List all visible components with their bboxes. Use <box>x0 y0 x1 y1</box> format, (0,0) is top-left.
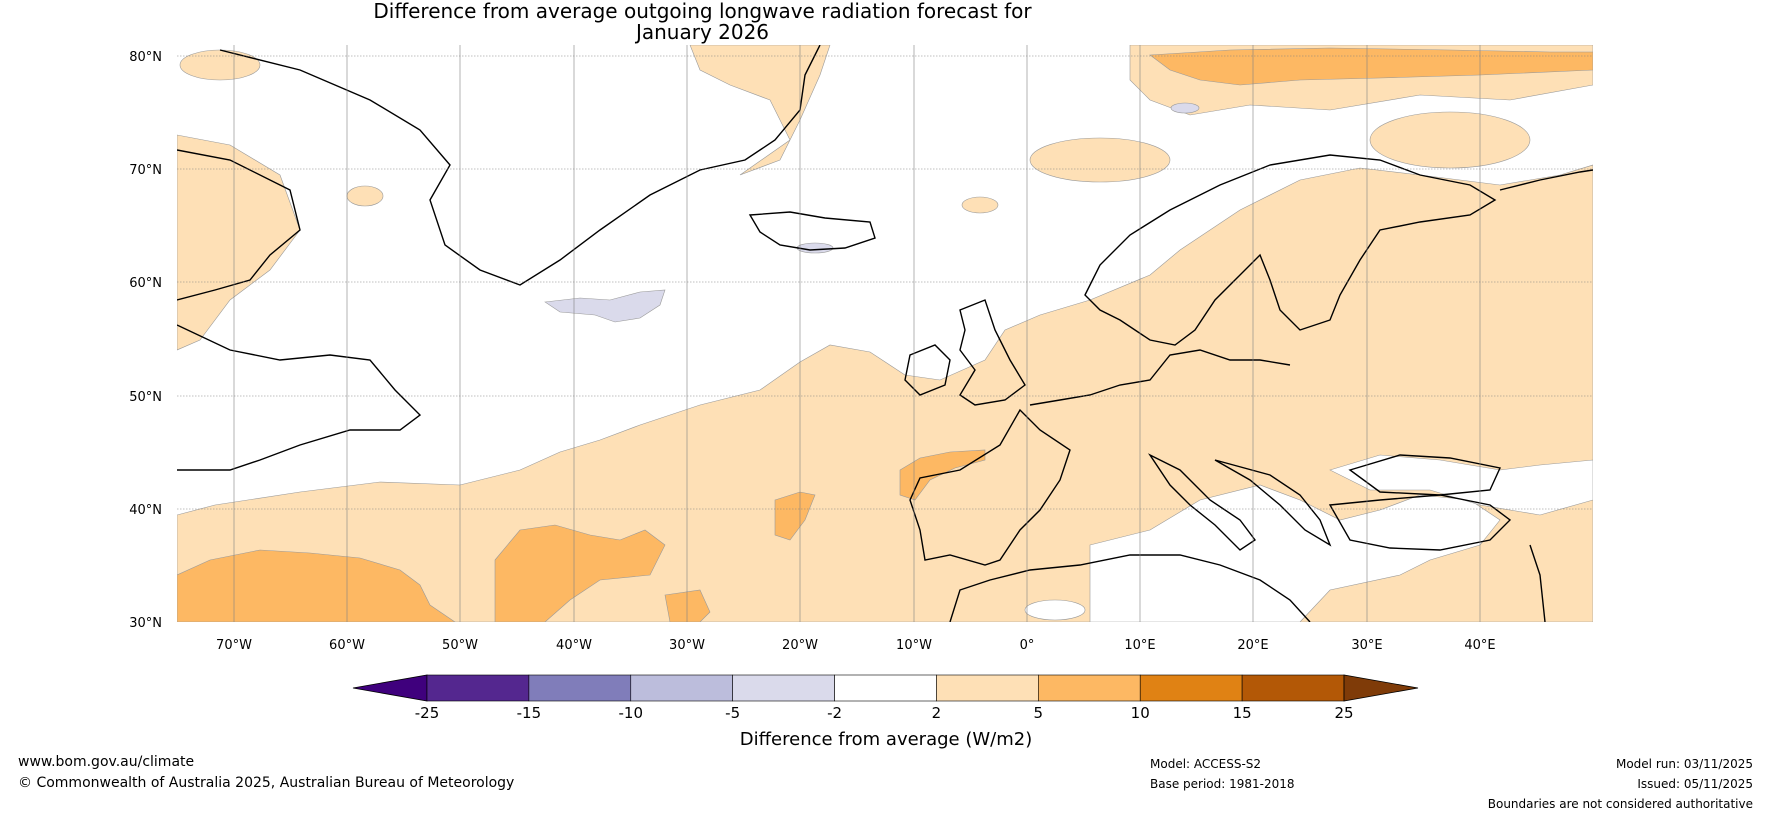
coast-labrador <box>177 324 422 471</box>
anomaly-strong-barents <box>1149 47 1593 86</box>
coast-scandinavia <box>1084 154 1497 346</box>
coast-iberia <box>909 408 1071 566</box>
longitude-labels: 70°W 60°W 50°W 40°W 30°W 20°W 10°W 0° 10… <box>216 638 1496 653</box>
colorbar-tick-label: -2 <box>827 704 842 722</box>
anomaly-strong-cell-south <box>664 589 711 622</box>
footer-model-run: Model run: 03/11/2025 <box>1615 757 1753 771</box>
graticule <box>177 45 1593 622</box>
map-area <box>177 45 1593 622</box>
colorbar-segment <box>834 674 937 702</box>
coast-iceland <box>748 211 876 251</box>
colorbar-segment <box>732 674 835 702</box>
colorbar-tick-label: 25 <box>1334 704 1353 722</box>
anomaly-cell-central-atlantic <box>961 196 999 214</box>
lat-label-40: 40°N <box>129 503 162 518</box>
lon-label-10e: 10°E <box>1124 638 1155 653</box>
coast-italy <box>1147 453 1257 551</box>
footer-model: Model: ACCESS-S2 <box>1150 757 1262 771</box>
coast-black-sea <box>1348 454 1502 496</box>
anomaly-greenland-east <box>689 45 831 176</box>
anomaly-cell-nw-greenland <box>179 49 261 81</box>
anomaly-baffin <box>177 134 301 351</box>
lat-label-70: 70°N <box>129 163 162 178</box>
lat-label-60: 60°N <box>129 276 162 291</box>
colorbar-extend-high <box>1343 674 1419 702</box>
lon-label-10w: 10°W <box>896 638 932 653</box>
colorbar-tick-label: 10 <box>1131 704 1150 722</box>
coast-greenland <box>219 45 821 286</box>
colorbar-segment <box>426 674 530 702</box>
coast-europe-west <box>1029 349 1291 406</box>
coast-russia-north <box>1499 169 1593 191</box>
colorbar-segment <box>1241 674 1345 702</box>
lon-label-70w: 70°W <box>216 638 252 653</box>
coastlines <box>177 45 1593 622</box>
coast-turkey <box>1328 494 1512 551</box>
footer-url: www.bom.gov.au/climate <box>18 754 195 770</box>
anomaly-neg-cell-iceland <box>796 242 834 254</box>
lon-label-30w: 30°W <box>669 638 705 653</box>
colorbar-tick-labels: -25 -15 -10 -5 -2 2 5 10 15 25 <box>415 704 1354 722</box>
coast-north-africa <box>949 554 1311 622</box>
lon-label-20e: 20°E <box>1237 638 1268 653</box>
anomaly-strong-sw-atlantic <box>177 549 456 622</box>
lon-label-50w: 50°W <box>442 638 478 653</box>
coast-baffin <box>177 149 301 301</box>
footer-base-period: Base period: 1981-2018 <box>1150 777 1295 791</box>
coast-ireland <box>904 344 951 396</box>
anomaly-neg-regions <box>544 102 1200 323</box>
colorbar-tick-label: 5 <box>1034 704 1044 722</box>
lon-label-40w: 40°W <box>556 638 592 653</box>
title-line-1: Difference from average outgoing longwav… <box>373 0 1032 23</box>
colorbar-tick-label: -10 <box>619 704 644 722</box>
colorbar-tick-label: -15 <box>517 704 542 722</box>
title-line-2: January 2026 <box>635 20 770 44</box>
neutral-black-sea <box>1329 454 1593 516</box>
anomaly-5-to-10-regions <box>177 47 1593 622</box>
colorbar-extend-low <box>352 674 428 702</box>
latitude-labels: 80°N 70°N 60°N 50°N 40°N 30°N <box>129 50 162 631</box>
lon-label-40e: 40°E <box>1464 638 1495 653</box>
anomaly-neg-atlantic <box>544 289 666 323</box>
anomaly-neutral-holes <box>1024 454 1593 622</box>
colorbar-title: Difference from average (W/m2) <box>740 729 1032 750</box>
colorbar-segment <box>528 674 632 702</box>
anomaly-neg-cell-norwegian <box>1170 102 1200 114</box>
colorbar-tick-label: 15 <box>1233 704 1252 722</box>
neutral-cell-algeria <box>1024 599 1086 621</box>
lat-label-50: 50°N <box>129 390 162 405</box>
colorbar-segments <box>426 674 1345 702</box>
anomaly-strong-mid-atlantic <box>494 524 666 622</box>
anomaly-cell-barents <box>1369 111 1531 169</box>
coast-britain <box>959 299 1026 406</box>
coast-balkans <box>1214 459 1332 547</box>
colorbar-tick-label: -5 <box>725 704 740 722</box>
coast-levant <box>1529 544 1546 622</box>
colorbar-segment <box>936 674 1039 702</box>
colorbar: -25 -15 -10 -5 -2 2 5 10 15 25 Difference from av… <box>352 674 1419 750</box>
colorbar-segment <box>630 674 733 702</box>
footer-issued: Issued: 05/11/2025 <box>1637 777 1753 791</box>
anomaly-cell-baffin-small <box>346 185 384 207</box>
footer-copyright: © Commonwealth of Australia 2025, Austra… <box>18 775 515 791</box>
lon-label-20w: 20°W <box>782 638 818 653</box>
footer-boundaries: Boundaries are not considered authoritat… <box>1487 797 1753 811</box>
colorbar-segment <box>1038 674 1141 702</box>
lon-label-0: 0° <box>1020 638 1035 653</box>
colorbar-tick-label: -25 <box>415 704 440 722</box>
colorbar-segment <box>1139 674 1243 702</box>
anomaly-cell-norwegian-sea <box>1029 137 1171 183</box>
lon-label-60w: 60°W <box>329 638 365 653</box>
lon-label-30e: 30°E <box>1351 638 1382 653</box>
lat-label-80: 80°N <box>129 50 162 65</box>
lat-label-30: 30°N <box>129 616 162 631</box>
colorbar-tick-label: 2 <box>932 704 942 722</box>
